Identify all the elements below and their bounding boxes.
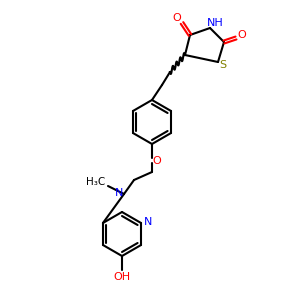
Text: H₃C: H₃C <box>86 177 106 187</box>
Text: S: S <box>219 60 226 70</box>
Text: O: O <box>153 156 161 166</box>
Text: N: N <box>144 217 152 227</box>
Text: OH: OH <box>113 272 130 282</box>
Text: O: O <box>172 13 182 23</box>
Text: NH: NH <box>207 18 224 28</box>
Text: O: O <box>238 30 246 40</box>
Text: N: N <box>115 188 123 198</box>
